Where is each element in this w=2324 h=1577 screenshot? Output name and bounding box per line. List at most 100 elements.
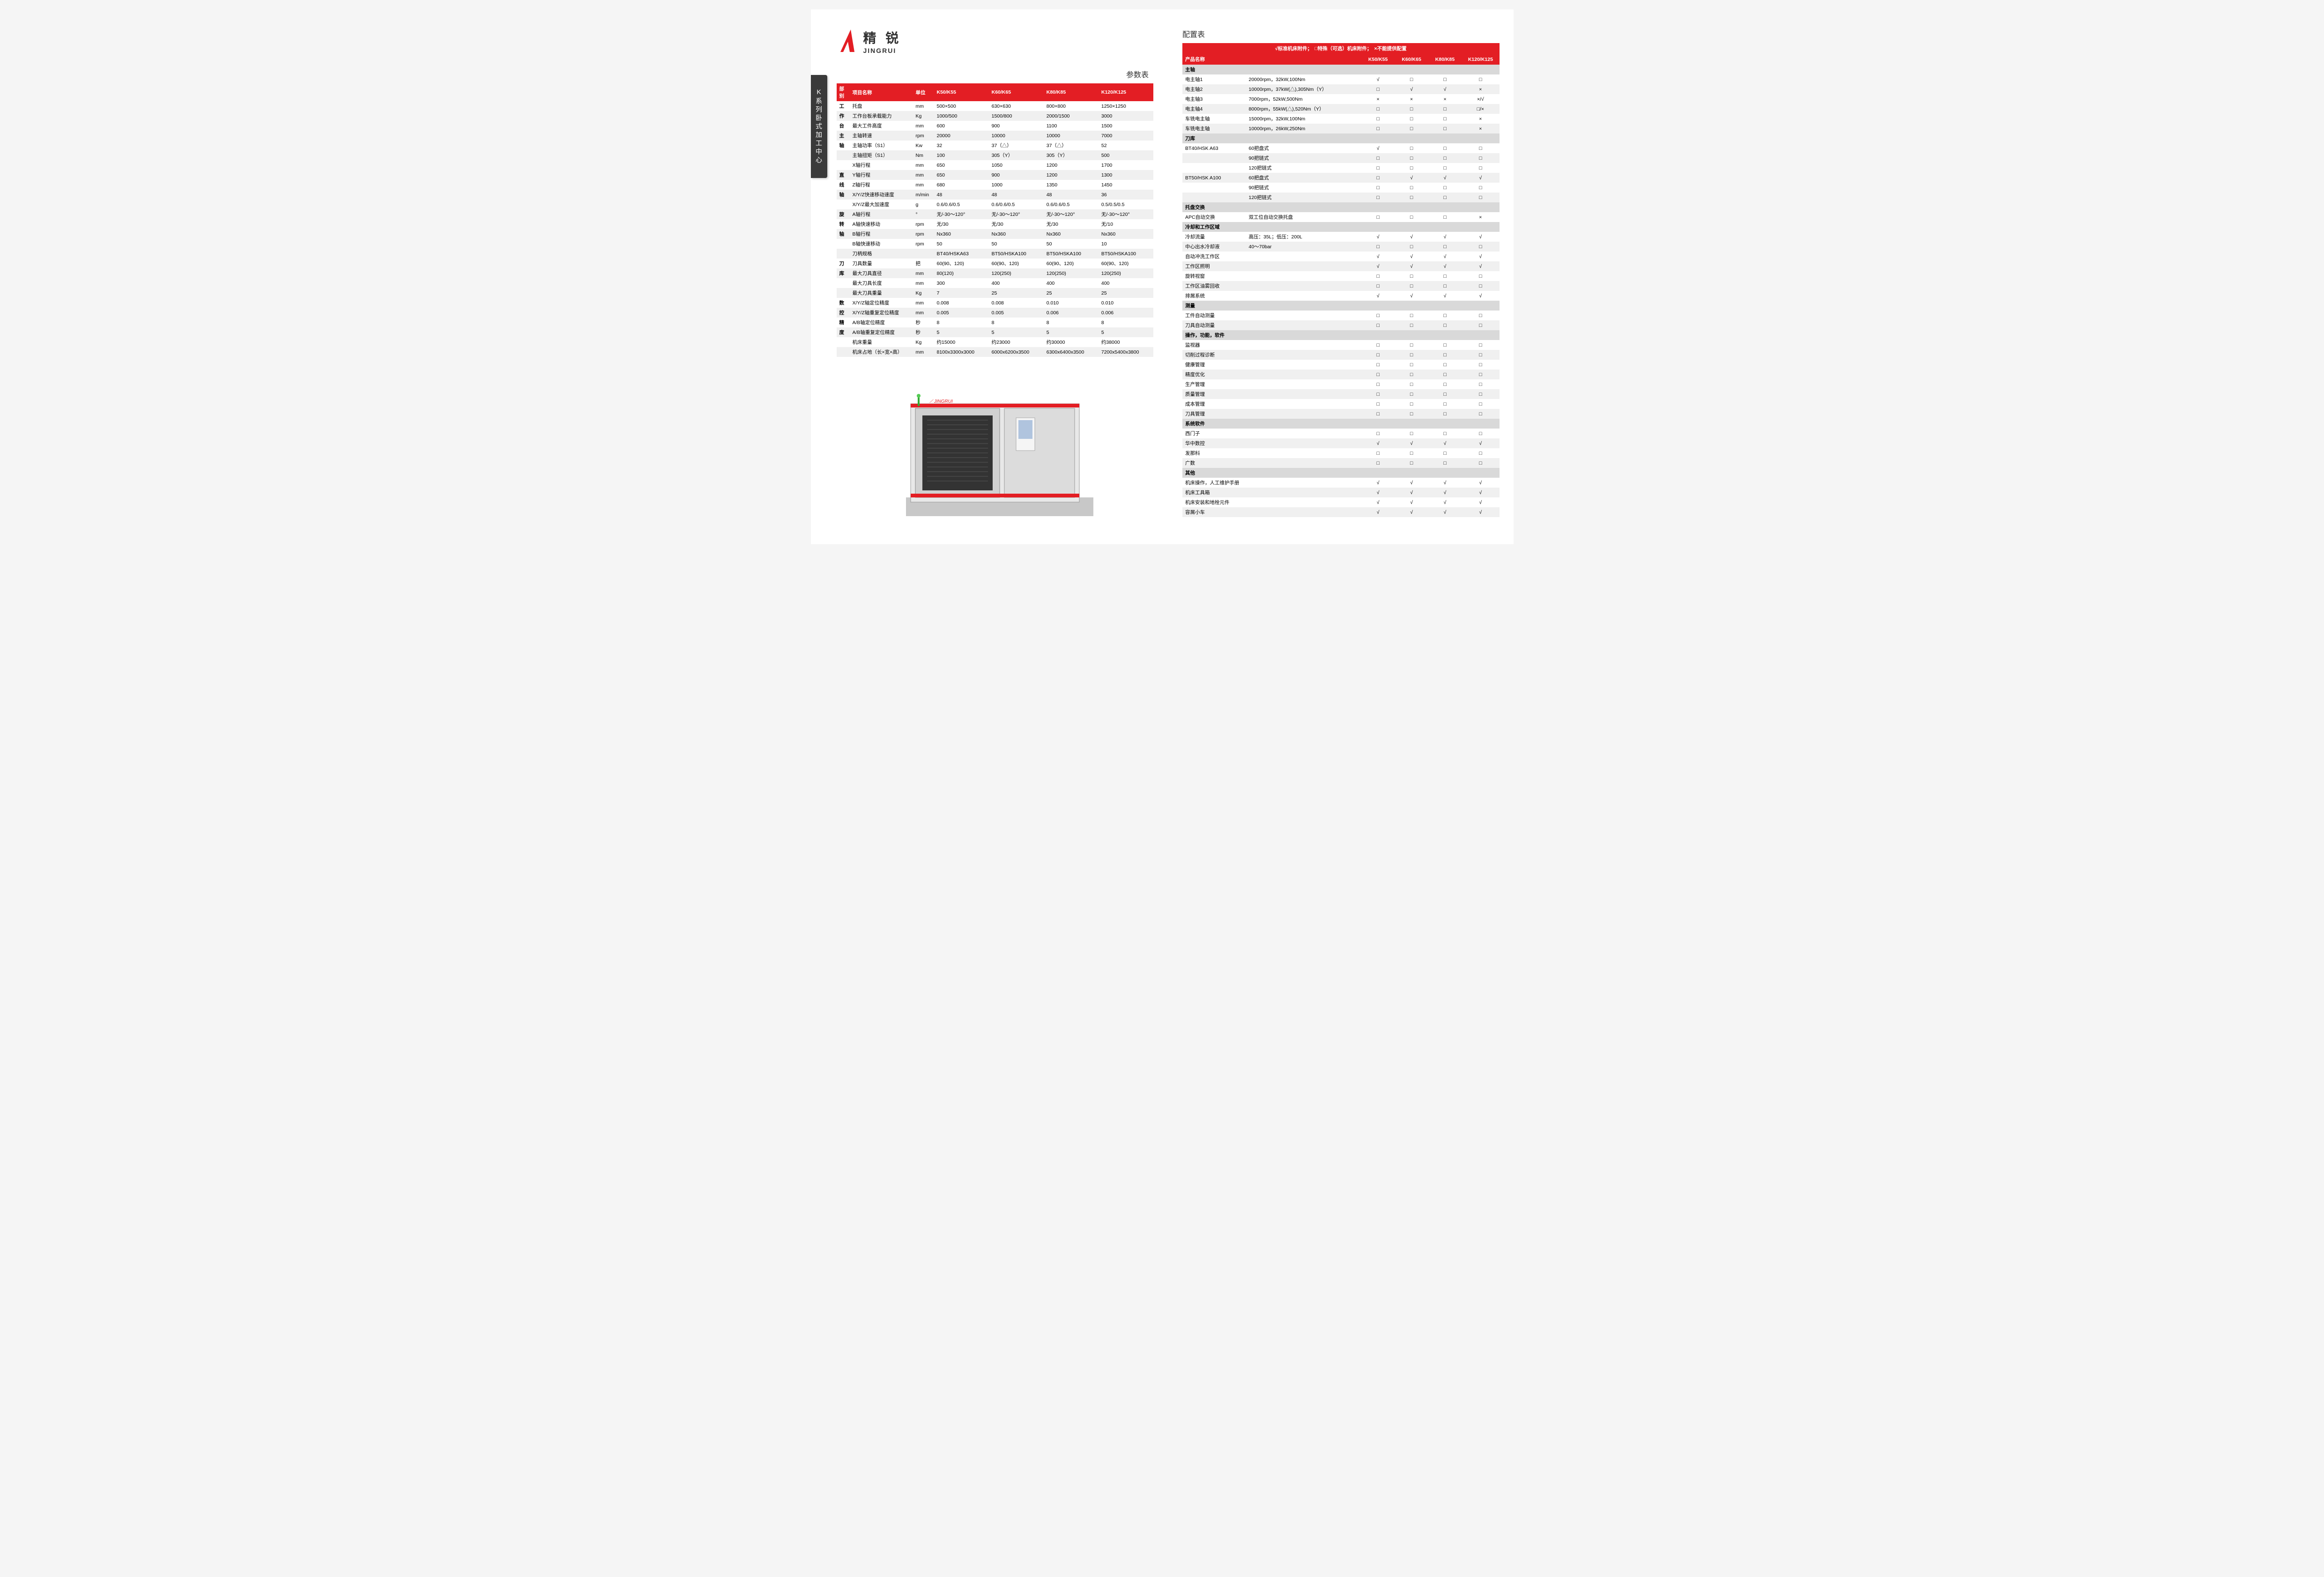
cell: □ xyxy=(1361,192,1395,202)
cell xyxy=(1246,448,1361,458)
cell: 工作台板承载能力 xyxy=(850,111,913,121)
cell: 0.6/0.6/0.5 xyxy=(989,200,1044,209)
cell: □ xyxy=(1462,429,1499,438)
cell: √ xyxy=(1361,261,1395,271)
cell: 25 xyxy=(1099,288,1153,298)
cell: □ xyxy=(1462,311,1499,320)
cell: 10 xyxy=(1099,239,1153,249)
table-row: 最大刀具长度mm300400400400 xyxy=(837,278,1154,288)
table-row: 主主轴转速rpm2000010000100007000 xyxy=(837,131,1154,141)
cell: □ xyxy=(1361,84,1395,94)
cell: 电主轴3 xyxy=(1182,94,1246,104)
cell: □ xyxy=(1428,379,1462,389)
cell: 电主轴2 xyxy=(1182,84,1246,94)
cell: □ xyxy=(1428,311,1462,320)
logo-icon xyxy=(837,29,858,54)
cell: √ xyxy=(1361,438,1395,448)
cell: mm xyxy=(913,298,934,308)
section-title: 托盘交换 xyxy=(1182,202,1500,212)
cell: 0.005 xyxy=(934,308,989,318)
machine-image: ⟋ JINGRUI xyxy=(837,376,1154,526)
cell: m/min xyxy=(913,190,934,200)
cell: 约15000 xyxy=(934,337,989,347)
cell: 15000rpm，32kW,100Nm xyxy=(1246,114,1361,124)
cell: 最大工件高度 xyxy=(850,121,913,131)
cell: Y轴行程 xyxy=(850,170,913,180)
cell: □ xyxy=(1361,360,1395,370)
table-row: B轴快速移动rpm50505010 xyxy=(837,239,1154,249)
cell: 数 xyxy=(837,298,850,308)
cell: 36 xyxy=(1099,190,1153,200)
cell: mm xyxy=(913,278,934,288)
cell: 电主轴1 xyxy=(1182,74,1246,84)
cell: 约23000 xyxy=(989,337,1044,347)
cell xyxy=(837,239,850,249)
cell: √ xyxy=(1395,507,1428,517)
cell: √ xyxy=(1462,232,1499,242)
table-row: 机床占地（长×宽×高）mm8100x3300x30006000x6200x350… xyxy=(837,347,1154,357)
table-row: 电主轴210000rpm，37kW(△),305Nm（Y）□√√× xyxy=(1182,84,1500,94)
cell: 机床占地（长×宽×高） xyxy=(850,347,913,357)
th-cfg-m3: K80/K85 xyxy=(1428,54,1462,65)
cell: 6000x6200x3500 xyxy=(989,347,1044,357)
cell: □ xyxy=(1428,409,1462,419)
cell: 0.005 xyxy=(989,308,1044,318)
cell: 1350 xyxy=(1044,180,1099,190)
cell: □/× xyxy=(1462,104,1499,114)
cell: □ xyxy=(1462,458,1499,468)
cell: □ xyxy=(1428,212,1462,222)
th-cat: 部别 xyxy=(837,83,850,101)
cell xyxy=(837,200,850,209)
table-row: 华中数控√√√√ xyxy=(1182,438,1500,448)
cell: 主轴转速 xyxy=(850,131,913,141)
cell: □ xyxy=(1462,163,1499,173)
cell: √ xyxy=(1361,143,1395,153)
cell xyxy=(1246,478,1361,488)
table-row: 精A/B轴定位精度秒8888 xyxy=(837,318,1154,327)
cell: 托盘 xyxy=(850,101,913,111)
cell: 发那科 xyxy=(1182,448,1246,458)
cell: 10000 xyxy=(1044,131,1099,141)
cell: √ xyxy=(1428,261,1462,271)
cell: 车铣电主轴 xyxy=(1182,114,1246,124)
cell: 主 xyxy=(837,131,850,141)
cell: □ xyxy=(1395,360,1428,370)
cell: 广数 xyxy=(1182,458,1246,468)
cell: □ xyxy=(1361,212,1395,222)
cell: X轴行程 xyxy=(850,160,913,170)
table-row: 台最大工件高度mm60090011001500 xyxy=(837,121,1154,131)
cell: 作 xyxy=(837,111,850,121)
cell: rpm xyxy=(913,229,934,239)
th-m2: K60/K65 xyxy=(989,83,1044,101)
cell: 50 xyxy=(1044,239,1099,249)
cell: 90把链式 xyxy=(1246,183,1361,192)
cell: BT50/HSKA100 xyxy=(1044,249,1099,259)
legend: √标准机床附件； □特殊（可选）机床附件； ×不能提供配置 xyxy=(1182,43,1500,54)
cell: X/Y/Z最大加速度 xyxy=(850,200,913,209)
table-row: 排屑系统√√√√ xyxy=(1182,291,1500,301)
cell: □ xyxy=(1395,104,1428,114)
logo-row: 精 锐 JINGRUI xyxy=(837,28,1154,54)
table-row: 轴X/Y/Z快速移动速度m/min48484836 xyxy=(837,190,1154,200)
cell: mm xyxy=(913,160,934,170)
cell: Kg xyxy=(913,288,934,298)
cell: □ xyxy=(1395,458,1428,468)
cell: 5 xyxy=(1044,327,1099,337)
cell: □ xyxy=(1462,281,1499,291)
cell: □ xyxy=(1428,74,1462,84)
cell xyxy=(1246,379,1361,389)
cell: rpm xyxy=(913,219,934,229)
cell: □ xyxy=(1395,311,1428,320)
cell: 650 xyxy=(934,160,989,170)
section-row: 托盘交换 xyxy=(1182,202,1500,212)
cell: 切削过程诊断 xyxy=(1182,350,1246,360)
cell xyxy=(1246,320,1361,330)
cell: □ xyxy=(1361,311,1395,320)
cell: □ xyxy=(1462,271,1499,281)
cell: □ xyxy=(1462,360,1499,370)
table-row: 轴B轴行程rpmNx360Nx360Nx360Nx360 xyxy=(837,229,1154,239)
cell: 控 xyxy=(837,308,850,318)
sidebar-tab: K系列卧式加工中心 xyxy=(811,75,827,178)
cell: 50 xyxy=(989,239,1044,249)
cell: √ xyxy=(1361,478,1395,488)
